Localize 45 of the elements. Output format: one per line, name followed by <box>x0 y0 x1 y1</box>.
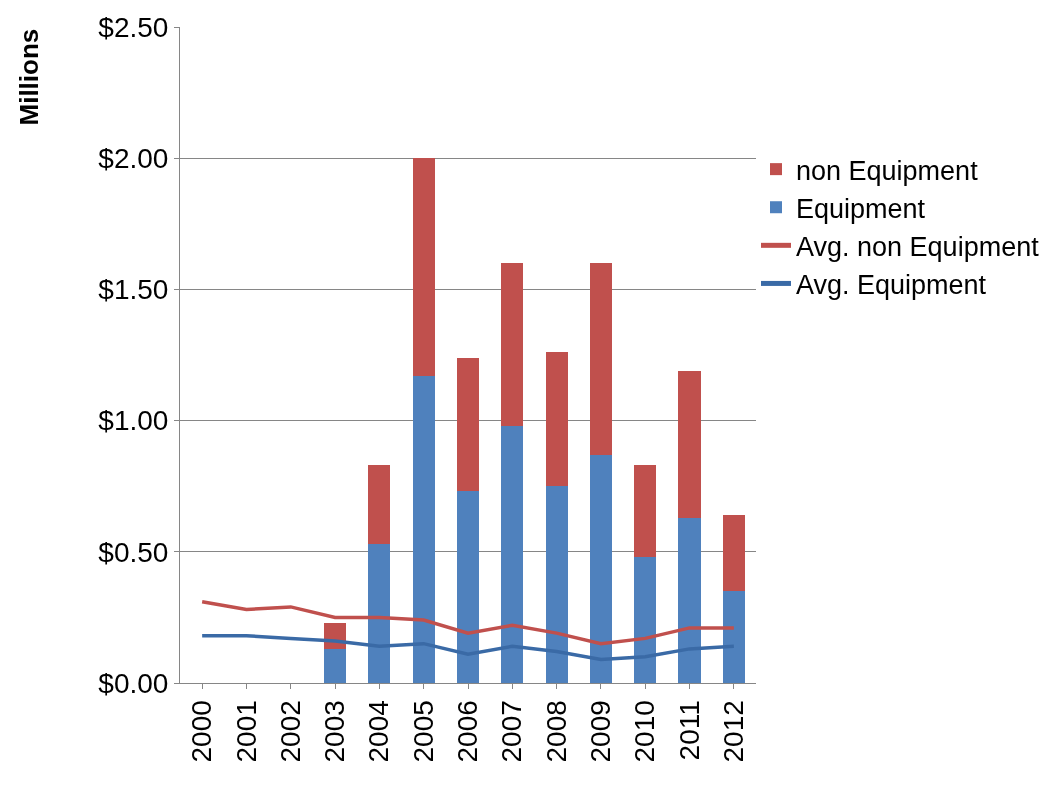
bar <box>634 557 657 683</box>
x-tick-label: 2001 <box>230 700 262 763</box>
bar <box>589 454 612 683</box>
y-tick-label: $2.50 <box>98 11 169 43</box>
bar <box>545 486 568 683</box>
x-tick-label: 2007 <box>496 700 528 763</box>
bar <box>678 370 701 518</box>
bar <box>368 465 391 544</box>
y-axis-title: Millions <box>13 28 44 126</box>
legend-label: non Equipment <box>796 155 979 186</box>
bar <box>545 352 568 487</box>
x-tick-label: 2010 <box>629 700 661 763</box>
x-tick-label: 2002 <box>274 700 306 763</box>
y-tick-label: $0.50 <box>98 536 169 568</box>
bar <box>456 357 480 492</box>
x-tick-label: 2004 <box>363 700 395 763</box>
x-tick-label: 2003 <box>319 700 351 763</box>
bar <box>324 648 347 683</box>
bar <box>634 465 657 558</box>
legend-label: Equipment <box>796 193 926 224</box>
bar <box>412 375 435 683</box>
line-series <box>200 599 736 646</box>
x-tick-label: 2005 <box>407 700 439 763</box>
legend-label: Avg. Equipment <box>796 269 987 300</box>
x-tick-label: 2011 <box>673 700 705 761</box>
bar <box>456 491 480 683</box>
x-tick-label: 2006 <box>452 700 484 763</box>
y-tick-label: $2.00 <box>98 143 169 174</box>
bar <box>678 517 701 683</box>
bar <box>412 158 435 376</box>
x-tick-label: 2008 <box>540 700 572 763</box>
bar <box>722 591 745 683</box>
x-tick-label: 2012 <box>717 700 749 763</box>
bar <box>722 515 745 592</box>
bar <box>589 263 612 455</box>
y-tick-label: $1.00 <box>98 405 169 437</box>
bar <box>501 263 524 426</box>
line-series <box>200 634 736 662</box>
y-tick-label: $1.50 <box>98 274 169 306</box>
y-tick-label: $0.00 <box>98 667 169 699</box>
bar <box>368 543 391 683</box>
bar <box>501 425 524 683</box>
x-tick-label: 2000 <box>186 700 218 763</box>
legend-label: Avg. non Equipment <box>796 231 1040 262</box>
x-tick-label: 2009 <box>585 700 617 763</box>
